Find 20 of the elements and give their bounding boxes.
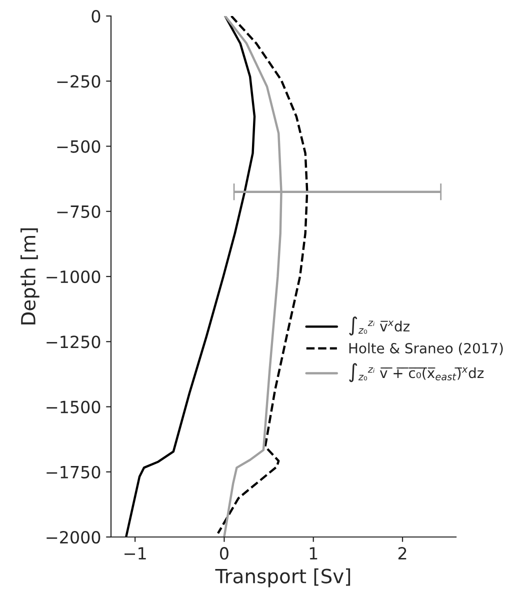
- y-tick-label: −250: [57, 75, 100, 88]
- y-tick-label: −1000: [46, 270, 100, 284]
- y-tick-label: −1750: [46, 466, 100, 478]
- x-axis-title: Transport [Sv]: [215, 568, 350, 588]
- x-tick-label: 2: [398, 547, 406, 560]
- y-tick-label: −1250: [46, 336, 100, 348]
- y-tick-label: 0: [92, 10, 100, 23]
- x-tick-label: 1: [310, 547, 318, 560]
- y-tick-label: −500: [57, 140, 100, 153]
- legend-label: ∫$_{z₀}$$^{zᵢ}$ v̅ ̅+̅ ̅c̅₀̅(̅x̅$_{east}$)̅$^{x}$dz: [349, 363, 484, 382]
- y-tick-label: −1500: [46, 400, 100, 414]
- legend-label: ∫$_{z₀}$$^{zᵢ}$ v̅$^{x}$dz: [349, 316, 410, 336]
- x-tick-label: 0: [220, 547, 228, 560]
- y-tick-label: −750: [57, 205, 100, 218]
- legend-label: Holte & Sraneo (2017): [349, 342, 503, 356]
- line-series: [216, 16, 308, 534]
- line-series: [125, 16, 256, 537]
- y-axis-title: Depth [m]: [20, 228, 40, 324]
- y-tick-label: −2000: [46, 530, 100, 544]
- x-tick-label: −1: [124, 547, 146, 560]
